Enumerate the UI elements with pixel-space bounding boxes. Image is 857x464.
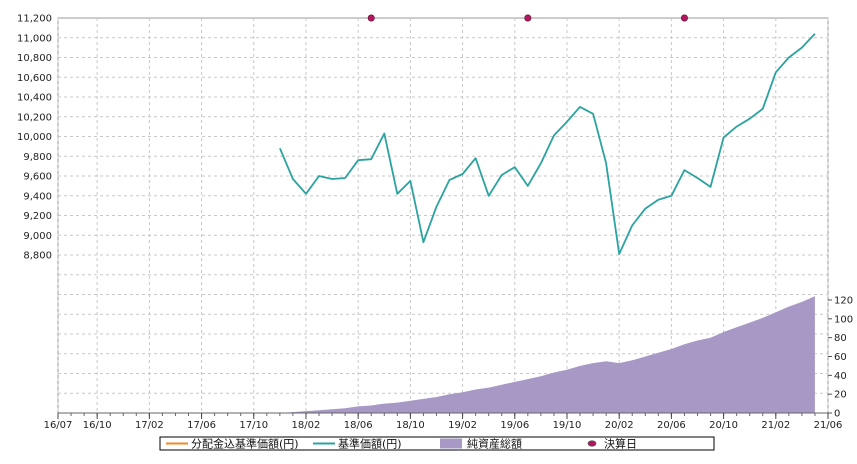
x-tick-label: 16/07 [44,420,73,431]
y-right-tick-label: 0 [834,409,840,420]
x-tick-label: 20/10 [709,420,738,431]
settlement-dot [367,14,375,22]
y-right-tick-label: 60 [834,352,847,363]
y-left-tick-label: 9,600 [23,172,52,183]
x-tick-label: 20/06 [657,420,686,431]
y-left-tick-label: 10,600 [17,73,52,84]
x-tick-label: 19/10 [553,420,582,431]
y-right-tick-label: 20 [834,390,847,401]
x-tick-label: 18/10 [396,420,425,431]
y-left-tick-label: 11,000 [17,33,52,44]
x-tick-label: 20/02 [605,420,634,431]
y-right-tick-label: 100 [834,314,853,325]
x-tick-label: 17/10 [239,420,268,431]
settlement-dot [524,14,532,22]
settlement-dot [680,14,688,22]
y-left-tick-label: 8,800 [23,251,52,262]
y-left-tick-label: 9,800 [23,152,52,163]
y-left-tick-label: 10,200 [17,112,52,123]
x-tick-label: 16/10 [83,420,112,431]
y-left-tick-label: 11,200 [17,14,52,25]
nav-line [279,33,816,255]
net-assets-area-layer [279,296,815,413]
x-tick-label: 17/02 [135,420,164,431]
y-right-tick-label: 80 [834,333,847,344]
legend-swatch-settlement [587,440,597,447]
legend: 分配金込基準価額(円) 基準価額(円) 純資産総額 決算日 [159,436,715,451]
nav-line-layer [279,33,816,255]
legend-label-settlement: 決算日 [604,437,637,451]
x-tick-label: 21/02 [761,420,790,431]
grid [57,17,829,414]
settlement-dots-layer [367,14,688,22]
x-tick-label: 21/06 [814,420,843,431]
x-tick-label: 18/06 [344,420,373,431]
x-tick-label: 19/06 [500,420,529,431]
legend-swatch-net-assets [440,438,462,449]
y-left-tick-label: 10,800 [17,53,52,64]
y-left-tick-label: 10,000 [17,132,52,143]
y-left-tick-label: 9,200 [23,211,52,222]
y-right-tick-label: 120 [834,296,853,307]
y-left-tick-label: 9,000 [23,231,52,242]
legend-label-nav-reinvested: 分配金込基準価額(円) [191,437,299,451]
legend-label-net-assets: 純資産総額 [467,437,522,451]
x-tick-label: 19/02 [448,420,477,431]
axes: 11,200 11,000 10,800 10,600 10,400 10,200 10,0… [17,14,853,432]
y-left-tick-label: 10,400 [17,93,52,104]
y-left-tick-label: 9,400 [23,191,52,202]
legend-label-nav: 基準価額(円) [338,437,402,451]
x-tick-label: 18/02 [292,420,321,431]
net-assets-area [279,296,815,413]
y-right-tick-label: 40 [834,371,847,382]
x-tick-label: 17/06 [187,420,216,431]
